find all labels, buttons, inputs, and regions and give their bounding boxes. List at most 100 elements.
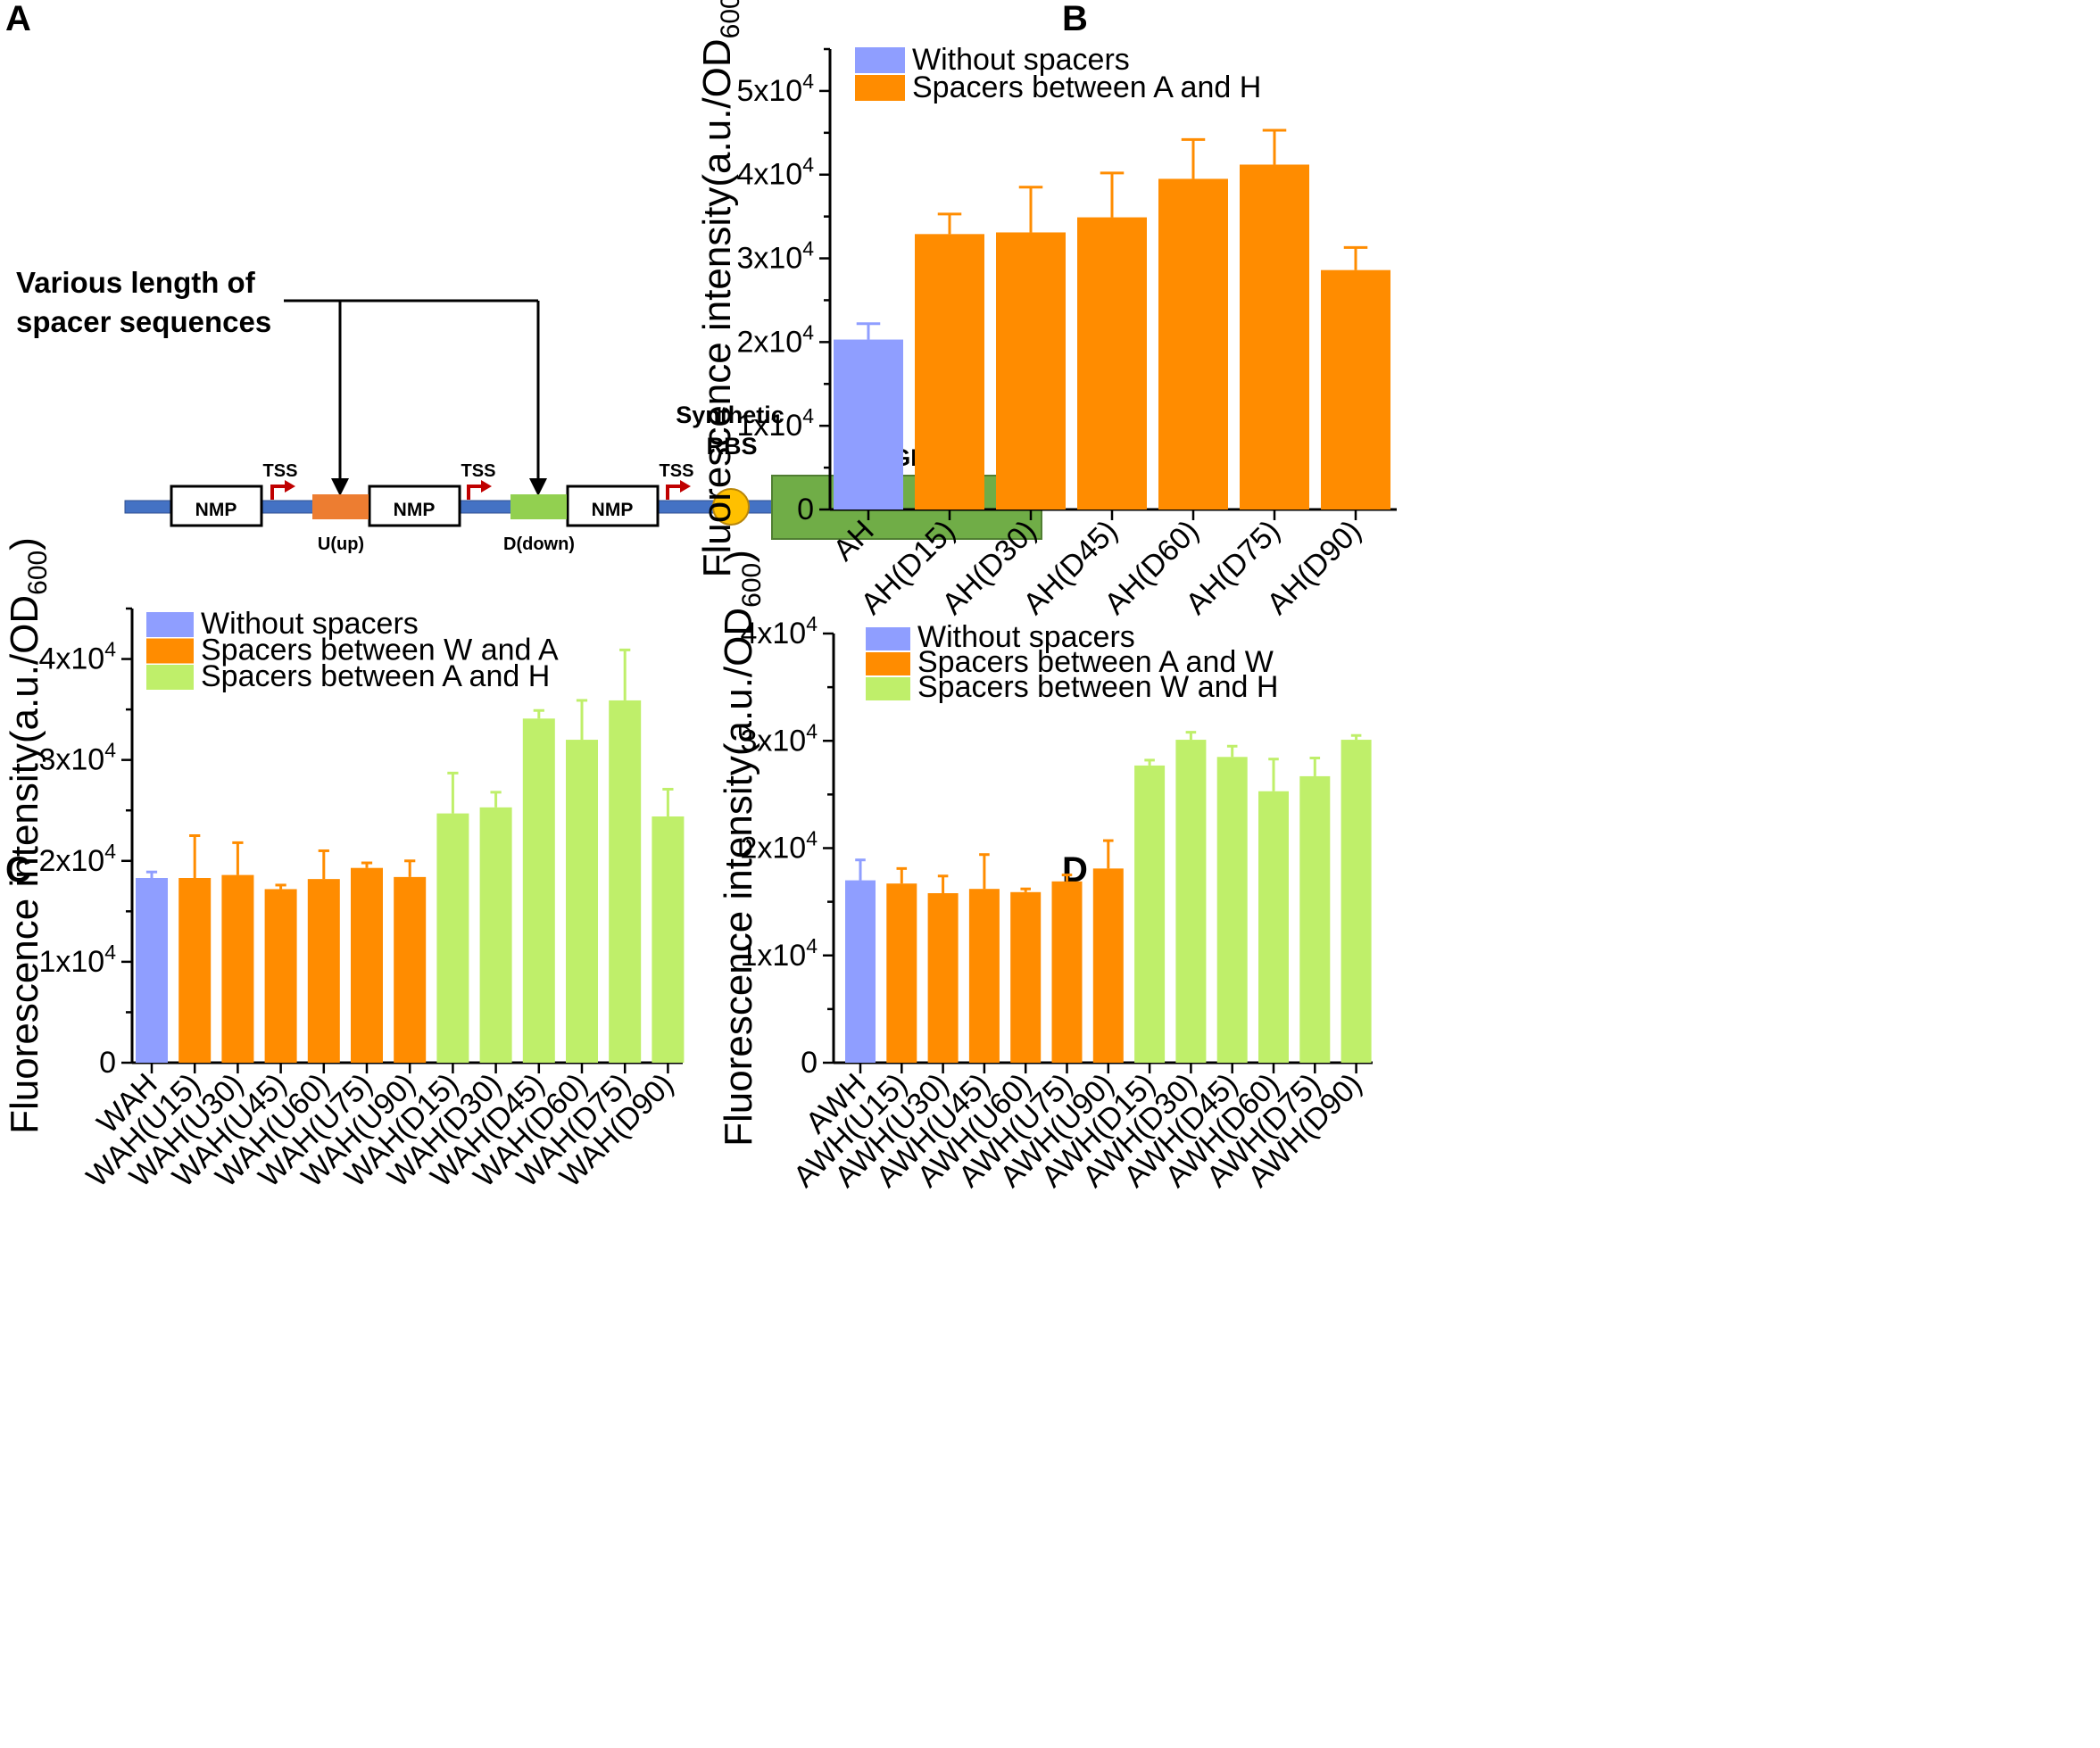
down-spacer-block — [510, 494, 567, 519]
bar — [886, 883, 917, 1063]
bar — [1092, 868, 1124, 1063]
tss-arrow-3 — [666, 480, 691, 500]
bar — [178, 878, 212, 1063]
bar — [307, 879, 340, 1063]
y-axis-title-main: Fluorescence intensity(a.u./OD — [3, 595, 46, 1134]
bar — [1051, 881, 1083, 1063]
y-axis-title-main: Fluorescence intensity(a.u./OD — [695, 38, 739, 577]
tss-label-1: TSS — [263, 461, 298, 481]
y-tick-label-base: 1x10 — [740, 939, 806, 973]
y-tick-label-base: 1x10 — [38, 945, 104, 979]
legend-label: Spacers between W and H — [917, 670, 1278, 704]
panel-letter-a: A — [5, 0, 31, 38]
y-tick-label-base: 0 — [797, 493, 814, 526]
bar — [264, 889, 297, 1063]
legend-label: Spacers between W and A — [201, 634, 559, 667]
panel-letter-b: B — [1062, 0, 1088, 38]
y-tick-label-exponent: 4 — [806, 612, 818, 635]
y-axis-title: Fluorescence intensity(a.u./OD600) — [695, 0, 745, 577]
y-tick-label-exponent: 4 — [104, 840, 116, 863]
y-tick-label-base: 0 — [99, 1046, 116, 1080]
legend-label: Spacers between A and H — [912, 70, 1261, 104]
y-tick-label-exponent: 4 — [806, 827, 818, 850]
down-spacer-label: D(down) — [503, 534, 575, 554]
promoter-box-2 — [368, 485, 461, 527]
bar — [1010, 891, 1042, 1063]
legend-swatch — [855, 75, 905, 101]
legend-swatch — [866, 652, 910, 675]
rbs-label-line1: Synthetic — [676, 402, 784, 428]
bar — [968, 889, 1000, 1063]
bar — [436, 813, 469, 1063]
y-tick-label-base: 4x10 — [38, 642, 104, 676]
y-tick-label-base: 0 — [801, 1046, 818, 1080]
y-tick-label: 0 — [801, 1046, 818, 1080]
tss-label-2: TSS — [461, 461, 496, 481]
y-axis-title-subscript: 600 — [737, 563, 767, 608]
legend-label: Spacers between A and H — [201, 659, 550, 693]
promoter-label-1: NMP — [195, 500, 237, 520]
y-tick-label: 5x104 — [736, 70, 814, 108]
bar — [522, 718, 555, 1063]
y-axis-title-subscript: 600 — [23, 551, 53, 595]
bar — [652, 816, 685, 1063]
y-tick-label-base: 2x10 — [740, 832, 806, 866]
legend-label: Without spacers — [917, 620, 1135, 654]
y-tick-label: 3x104 — [740, 719, 818, 758]
y-tick-label: 1x104 — [38, 940, 116, 979]
y-tick-label: 2x104 — [736, 320, 814, 359]
tss-label-3: TSS — [660, 461, 694, 481]
y-tick-label: 3x104 — [736, 237, 814, 276]
bar — [479, 807, 512, 1063]
bar — [845, 880, 876, 1063]
y-tick-label-base: 2x10 — [736, 325, 802, 359]
y-tick-label-exponent: 4 — [802, 404, 814, 427]
spacer-label-line2: spacer sequences — [16, 305, 271, 338]
bar — [927, 893, 959, 1063]
y-tick-label-exponent: 4 — [104, 638, 116, 661]
bar — [1077, 217, 1147, 510]
bar — [834, 339, 903, 509]
bar — [1299, 775, 1331, 1063]
y-tick-label-exponent: 4 — [802, 153, 814, 177]
y-tick-label-base: 2x10 — [38, 844, 104, 878]
bar — [1240, 164, 1309, 509]
bar — [1341, 740, 1372, 1063]
up-spacer-block — [312, 494, 369, 519]
arrow-up-spacer-head — [331, 478, 349, 496]
legend-label: Without spacers — [912, 43, 1130, 77]
y-tick-label-base: 3x10 — [38, 743, 104, 777]
bar — [915, 234, 984, 509]
panel-letter-c: C — [5, 850, 31, 890]
up-spacer-label: U(up) — [318, 534, 364, 554]
y-axis-title: Fluorescence intensity(a.u./OD600) — [3, 537, 53, 1134]
arrow-down-spacer-head — [529, 478, 547, 496]
y-tick-label: 4x104 — [38, 638, 116, 676]
bar — [1158, 178, 1228, 509]
legend-swatch — [855, 47, 905, 73]
bar — [1258, 791, 1289, 1063]
legend-swatch — [146, 612, 194, 637]
bar — [1134, 765, 1166, 1063]
y-tick-label-base: 3x10 — [736, 242, 802, 276]
legend-swatch — [866, 677, 910, 700]
y-tick-label-base: 4x10 — [736, 158, 802, 192]
y-tick-label: 1x104 — [736, 404, 814, 443]
bar — [136, 878, 168, 1063]
y-axis-title-subscript: 600 — [716, 0, 745, 38]
legend-label: Spacers between A and W — [917, 645, 1274, 679]
y-tick-label-exponent: 4 — [806, 934, 818, 957]
bar — [566, 740, 598, 1063]
bar — [1321, 269, 1390, 509]
y-tick-label: 4x104 — [736, 153, 814, 192]
y-tick-label-base: 1x10 — [736, 409, 802, 443]
y-tick-label-exponent: 4 — [802, 320, 814, 344]
y-axis-title: Fluorescence intensity(a.u./OD600) — [717, 550, 767, 1147]
y-tick-label-exponent: 4 — [806, 719, 818, 742]
y-tick-label-exponent: 4 — [802, 237, 814, 261]
y-tick-label-exponent: 4 — [104, 940, 116, 964]
